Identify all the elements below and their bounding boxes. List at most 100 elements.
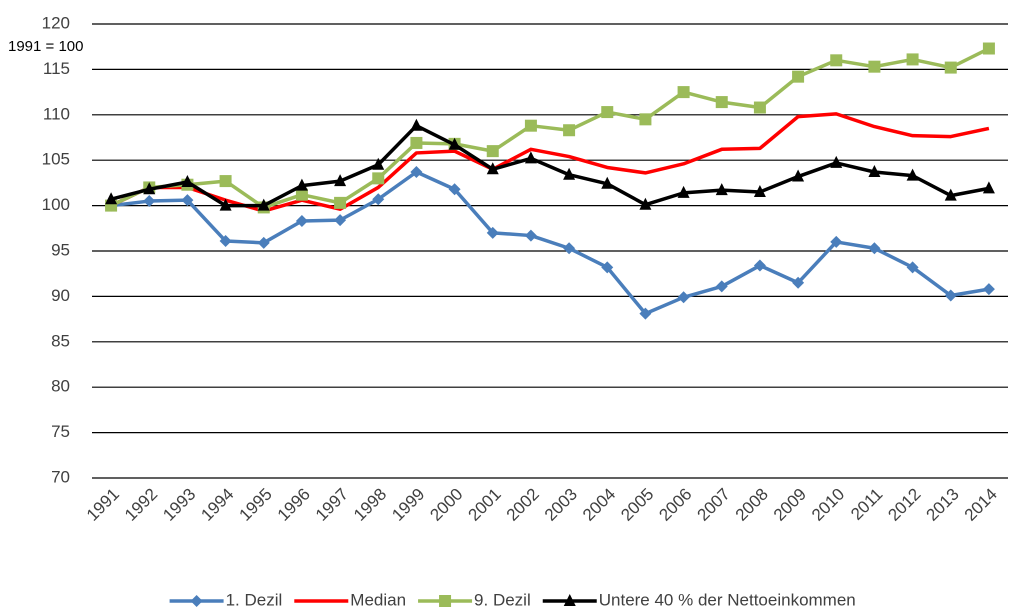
marker [372, 157, 385, 170]
marker [868, 242, 881, 255]
marker [410, 118, 423, 131]
marker [486, 162, 499, 175]
marker [410, 166, 423, 179]
x-tick-label: 1994 [197, 485, 237, 525]
marker [868, 60, 881, 73]
y-tick-label: 105 [42, 150, 70, 169]
y-tick-label: 80 [51, 377, 70, 396]
marker [563, 124, 576, 137]
y-tick-label: 100 [42, 195, 70, 214]
marker [792, 169, 805, 182]
x-tick-label: 2004 [579, 485, 619, 525]
marker [219, 175, 232, 188]
marker [677, 291, 690, 304]
marker [753, 101, 766, 114]
series [105, 42, 995, 214]
y-tick-label: 120 [42, 13, 70, 32]
marker [372, 172, 385, 185]
x-tick-label: 1991 [83, 485, 123, 525]
marker [257, 236, 270, 249]
x-tick-label: 2007 [694, 485, 734, 525]
series [110, 112, 990, 213]
marker [190, 595, 203, 607]
y-tick-label: 75 [51, 422, 70, 441]
marker [524, 119, 537, 132]
marker [105, 192, 118, 205]
x-tick-label: 2006 [655, 485, 695, 525]
marker [639, 113, 652, 126]
x-tick-label: 2002 [503, 485, 543, 525]
x-tick-label: 1998 [350, 485, 390, 525]
y-tick-label: 95 [51, 240, 70, 259]
marker [868, 165, 881, 178]
y-tick-label: 110 [43, 104, 70, 123]
x-tick-label: 1997 [312, 485, 352, 525]
marker [792, 276, 805, 289]
marker [715, 280, 728, 293]
y-tick-label: 70 [51, 467, 70, 486]
marker [334, 214, 347, 227]
marker [524, 229, 537, 242]
x-tick-label: 2012 [884, 485, 924, 525]
marker [792, 70, 805, 83]
x-tick-label: 1995 [236, 485, 276, 525]
y-tick-label: 85 [51, 331, 70, 350]
marker [334, 196, 347, 209]
marker [143, 182, 156, 195]
marker [295, 188, 308, 201]
marker [563, 167, 576, 180]
x-tick-label: 1999 [388, 485, 428, 525]
marker [563, 594, 576, 606]
marker [181, 174, 194, 187]
marker [982, 283, 995, 296]
series [105, 118, 995, 211]
y-tick-label: 115 [43, 59, 70, 78]
legend-label: 9. Dezil [474, 590, 531, 609]
marker [906, 261, 919, 274]
y-tick-label: 90 [51, 286, 70, 305]
marker [601, 176, 614, 189]
marker [601, 261, 614, 274]
line [110, 112, 990, 213]
x-tick-label: 2001 [465, 485, 505, 525]
legend-label: Untere 40 % der Nettoeinkommen [599, 590, 856, 609]
marker [219, 235, 232, 248]
marker [439, 595, 452, 607]
marker [181, 194, 194, 207]
marker [982, 181, 995, 194]
marker [830, 54, 843, 67]
marker [372, 193, 385, 206]
marker [906, 168, 919, 181]
marker [753, 259, 766, 272]
marker [639, 197, 652, 210]
marker [906, 53, 919, 66]
x-tick-label: 2005 [617, 485, 657, 525]
marker [295, 178, 308, 191]
marker [944, 289, 957, 302]
marker [448, 137, 461, 150]
marker [601, 106, 614, 119]
marker [830, 235, 843, 248]
x-tick-label: 1996 [274, 485, 314, 525]
x-tick-label: 1993 [159, 485, 199, 525]
legend-label: Median [350, 590, 406, 609]
marker [677, 86, 690, 99]
marker [677, 185, 690, 198]
marker [295, 215, 308, 228]
line [110, 123, 990, 208]
marker [486, 226, 499, 239]
marker [410, 136, 423, 149]
y-axis-label: 1991 = 100 [8, 38, 84, 55]
marker [944, 188, 957, 201]
x-tick-label: 2011 [847, 485, 886, 524]
line [110, 170, 990, 316]
x-tick-label: 2000 [426, 485, 466, 525]
marker [334, 174, 347, 187]
legend: 1. Dezil Median 9. Dezil Untere 40 % der Ne… [169, 590, 856, 609]
marker [257, 198, 270, 211]
marker [715, 183, 728, 196]
x-tick-label: 2008 [732, 485, 772, 525]
marker [219, 198, 232, 211]
marker [944, 61, 957, 74]
